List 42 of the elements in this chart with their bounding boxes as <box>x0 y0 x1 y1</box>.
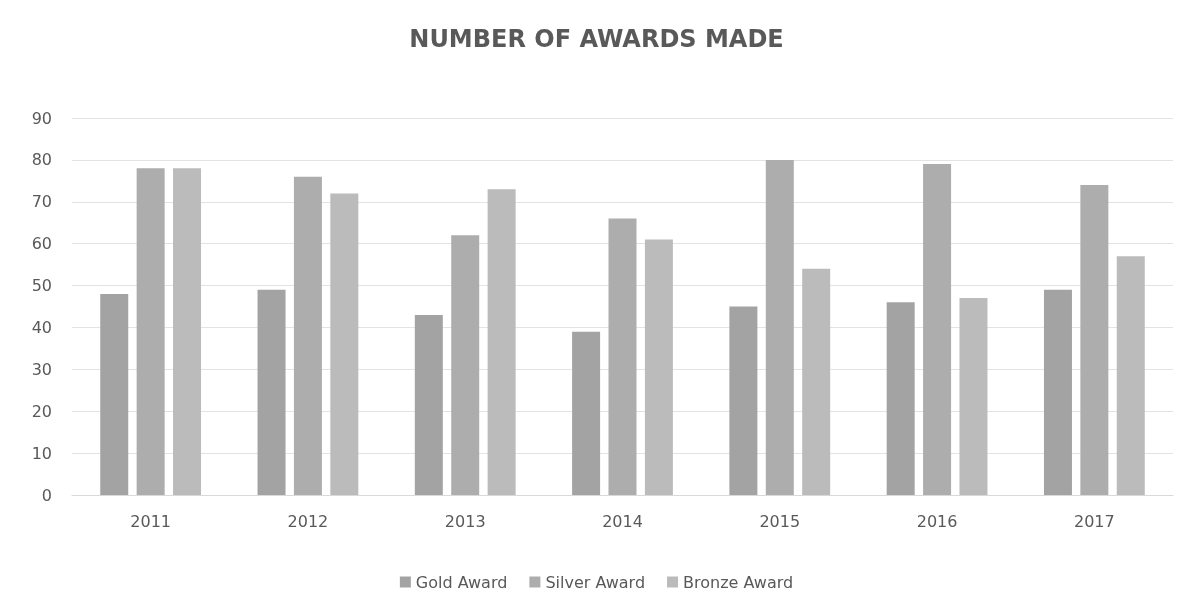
y-tick-label: 20 <box>31 401 52 421</box>
bar <box>959 298 988 495</box>
legend-label: Gold Award <box>415 572 508 592</box>
x-tick-label: 2013 <box>444 511 486 531</box>
bar <box>100 293 129 495</box>
bar <box>729 306 758 495</box>
bar <box>173 168 202 495</box>
bar <box>886 302 915 495</box>
y-tick-label: 40 <box>31 317 52 337</box>
y-tick-label: 90 <box>31 108 52 128</box>
y-tick-label: 60 <box>31 234 52 254</box>
bar <box>608 218 637 495</box>
y-tick-label: 0 <box>41 485 52 505</box>
y-tick-label: 50 <box>31 276 52 296</box>
y-tick-label: 80 <box>31 150 52 170</box>
x-tick-label: 2017 <box>1074 511 1115 531</box>
legend-label: Bronze Award <box>683 572 794 592</box>
bar <box>1116 256 1145 495</box>
x-tick-label: 2011 <box>130 511 171 531</box>
y-tick-label: 10 <box>31 443 52 463</box>
x-tick-label: 2012 <box>287 511 329 531</box>
bar <box>293 176 322 495</box>
bar <box>257 289 286 495</box>
bar <box>802 268 831 495</box>
y-tick-label: 70 <box>31 192 52 212</box>
x-tick-label: 2014 <box>602 511 643 531</box>
legend-label: Silver Award <box>545 572 646 592</box>
bar <box>1080 185 1109 495</box>
bar <box>644 239 673 495</box>
x-tick-label: 2015 <box>759 511 801 531</box>
bar <box>330 193 359 495</box>
bar <box>923 164 952 495</box>
bar <box>487 189 516 495</box>
bar <box>136 168 165 495</box>
bar <box>765 159 794 495</box>
y-tick-label: 30 <box>31 359 52 379</box>
bar <box>414 314 443 495</box>
x-tick-label: 2016 <box>916 511 958 531</box>
bar <box>451 235 480 495</box>
bar <box>1043 289 1072 495</box>
bar <box>572 331 601 495</box>
chart-title: NUMBER OF AWARDS MADE <box>409 25 784 53</box>
